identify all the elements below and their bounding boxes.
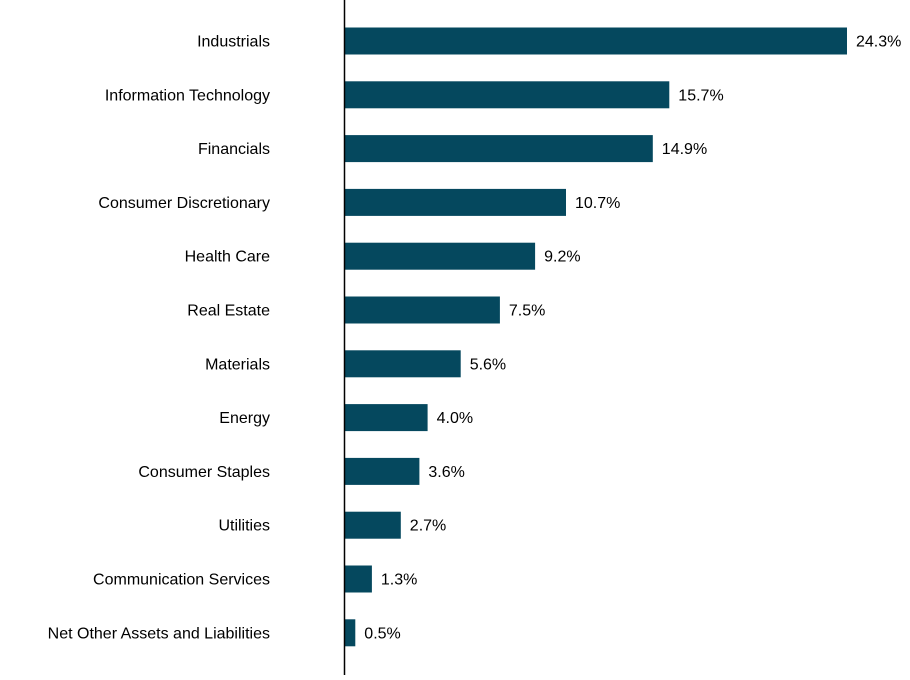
category-label: Utilities: [218, 518, 270, 535]
bar-information-technology: [345, 81, 670, 109]
bar-real-estate: [345, 296, 500, 324]
category-label: Health Care: [185, 249, 270, 266]
bar-utilities: [345, 511, 401, 539]
bar-net-other-assets-and-liabilities: [345, 619, 356, 647]
bar-health-care: [345, 242, 536, 270]
category-label: Net Other Assets and Liabilities: [48, 625, 270, 642]
category-label: Information Technology: [105, 87, 270, 104]
value-label: 9.2%: [544, 249, 580, 266]
value-label: 4.0%: [437, 410, 473, 427]
value-label: 2.7%: [410, 518, 446, 535]
value-label: 10.7%: [575, 195, 620, 212]
bar-energy: [345, 404, 428, 432]
category-label: Industrials: [197, 34, 270, 51]
category-label: Consumer Discretionary: [98, 195, 270, 212]
value-label: 1.3%: [381, 572, 417, 589]
value-label: 5.6%: [470, 356, 506, 373]
category-label: Consumer Staples: [138, 464, 270, 481]
value-label: 15.7%: [678, 87, 723, 104]
bar-communication-services: [345, 565, 372, 593]
bar-financials: [345, 135, 653, 163]
value-label: 3.6%: [428, 464, 464, 481]
category-label: Communication Services: [93, 572, 270, 589]
value-label: 24.3%: [856, 34, 901, 51]
category-label: Materials: [205, 356, 270, 373]
bar-materials: [345, 350, 461, 378]
category-label: Energy: [219, 410, 270, 427]
bar-consumer-discretionary: [345, 188, 566, 216]
category-label: Financials: [198, 141, 270, 158]
bar-consumer-staples: [345, 457, 420, 485]
value-label: 14.9%: [662, 141, 707, 158]
value-label: 7.5%: [509, 303, 545, 320]
value-label: 0.5%: [364, 625, 400, 642]
bar-industrials: [345, 27, 847, 55]
category-label: Real Estate: [187, 303, 270, 320]
